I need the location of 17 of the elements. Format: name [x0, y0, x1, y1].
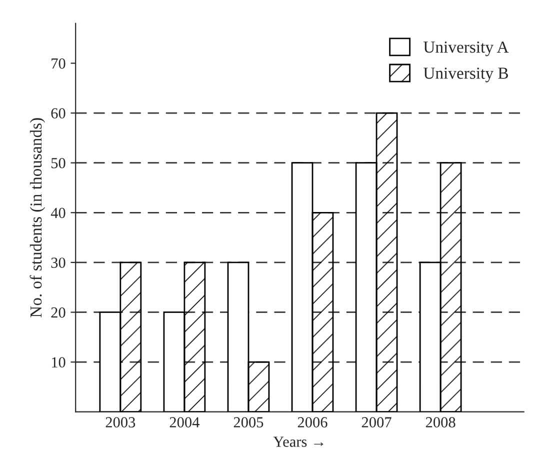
x-tick-label: 2004: [170, 417, 200, 428]
x-tick-label: 2008: [426, 417, 456, 428]
x-tick-label: 2005: [234, 417, 264, 428]
y-tick-label: 30: [51, 258, 66, 268]
legend-label: University B: [424, 68, 508, 82]
y-tick-label: 10: [52, 357, 66, 368]
y-tick-label: 40: [50, 208, 66, 218]
y-tick-label: 70: [52, 58, 66, 69]
x-tick-label: 2003: [106, 417, 136, 428]
y-tick-label: 60: [51, 108, 66, 118]
x-tick-label: 2007: [362, 417, 392, 428]
legend-label: University A: [424, 42, 509, 56]
y-tick-label: 20: [51, 307, 66, 318]
y-axis-title: No. of students (in thousands): [30, 118, 46, 318]
x-axis-title: Years →: [273, 436, 324, 447]
y-tick-label: 50: [51, 158, 66, 168]
x-tick-label: 2006: [298, 417, 328, 428]
